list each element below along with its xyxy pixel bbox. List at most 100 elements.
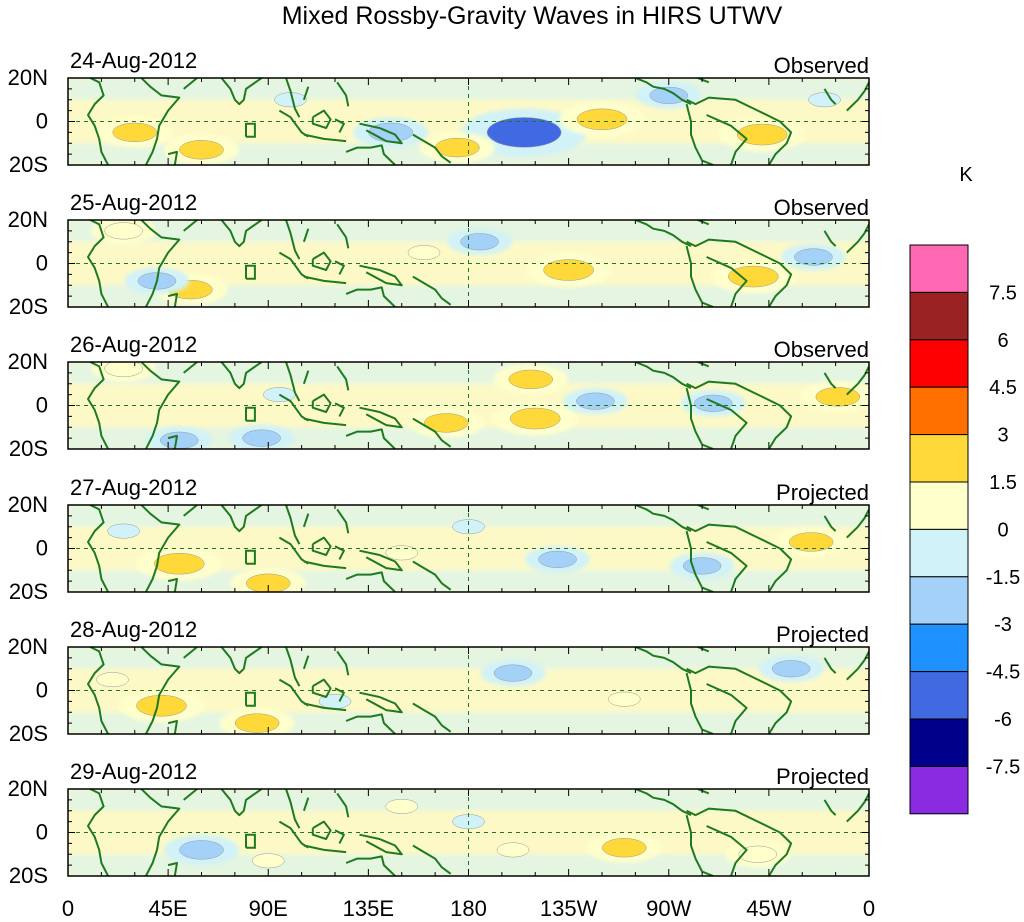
coastline <box>303 133 347 143</box>
coastline <box>412 133 452 164</box>
coastline <box>302 86 310 101</box>
anomaly-blob <box>460 233 499 251</box>
panel-status: Projected <box>776 622 869 647</box>
coastline <box>345 144 396 165</box>
anomaly-blob <box>694 394 733 412</box>
coastline <box>140 78 181 165</box>
anomaly-blob <box>794 248 833 266</box>
colorbar-level-label: -1.5 <box>986 567 1020 589</box>
colorbar-swatch <box>909 339 969 388</box>
coastline <box>412 702 452 733</box>
coastline <box>285 647 301 687</box>
coastline <box>167 862 178 876</box>
coastline <box>220 647 263 675</box>
y-tick-label: 0 <box>36 678 48 703</box>
anomaly-blob <box>107 523 140 539</box>
y-tick-label: 20N <box>8 492 48 517</box>
coastline <box>167 292 178 307</box>
coastline <box>303 844 347 854</box>
coastline <box>412 560 452 591</box>
anomaly-blob <box>649 86 688 104</box>
anomaly-blob <box>510 407 561 430</box>
coastline <box>359 833 403 856</box>
colorbar-level-label: 4.5 <box>989 377 1017 399</box>
panel-4: 20N 0 20S 27-Aug-2012 Projected <box>8 475 870 604</box>
anomaly-blob <box>179 840 224 860</box>
region-frame <box>245 691 256 707</box>
coastline <box>220 220 263 248</box>
coastline <box>823 515 837 532</box>
coastline <box>183 647 198 659</box>
coastline <box>635 647 692 675</box>
y-tick-label: 0 <box>36 393 48 418</box>
y-tick-label: 0 <box>36 536 48 561</box>
colorbar-swatch <box>909 623 969 673</box>
coastline <box>635 505 692 533</box>
coastline <box>285 78 301 118</box>
coastline <box>685 530 714 592</box>
panel-5: 20N 0 20S 28-Aug-2012 Projected <box>8 617 870 746</box>
y-tick-label: 20N <box>8 207 48 232</box>
coastline <box>846 792 869 823</box>
coastline <box>87 362 109 449</box>
coastline <box>87 78 109 165</box>
colorbar-swatches <box>909 244 969 815</box>
coastline <box>285 220 301 260</box>
anomaly-blob <box>788 532 834 552</box>
panel-ticks <box>67 361 870 450</box>
y-tick-label: 20N <box>8 776 48 801</box>
anomaly-blob <box>496 842 530 858</box>
x-tick-label: 135E <box>343 896 394 921</box>
coastline <box>686 380 793 449</box>
anomaly-blob <box>179 140 224 160</box>
coastline <box>345 713 396 734</box>
panel-status: Observed <box>774 53 869 78</box>
coastline <box>183 362 198 374</box>
panel-status: Projected <box>776 764 869 789</box>
anomaly-blob <box>252 853 285 869</box>
anomaly-blob <box>452 519 485 535</box>
colorbar-level-label: 0 <box>997 519 1008 541</box>
anomaly-blob <box>543 259 594 281</box>
coastline <box>140 362 181 449</box>
region-frame <box>245 549 256 565</box>
coastline <box>345 286 396 307</box>
map-panels: 20N 0 20S 24-Aug-2012 Observed 20N 0 20S 25-Aug-… <box>8 48 870 888</box>
colorbar-swatch <box>909 434 969 483</box>
coastline <box>334 829 345 844</box>
coastline <box>706 398 748 449</box>
coastline <box>412 417 452 448</box>
coastline <box>336 792 350 818</box>
coastline <box>635 220 692 248</box>
panel-ticks <box>67 504 870 593</box>
coastline <box>302 797 310 812</box>
coastline <box>220 78 263 106</box>
coastline <box>685 672 714 734</box>
coastline <box>823 372 837 389</box>
coastline <box>706 541 748 592</box>
coastline <box>140 647 181 734</box>
anomaly-blob <box>508 369 554 390</box>
coastline <box>336 650 350 676</box>
coastline <box>686 665 793 734</box>
colorbar-swatch <box>909 671 969 720</box>
coastline <box>302 370 310 385</box>
coastline <box>686 523 793 592</box>
panel-ticks <box>67 646 870 735</box>
coastline <box>706 256 748 307</box>
x-tick-label: 180 <box>450 896 487 921</box>
panel-6: 20N 0 20S 29-Aug-2012 Projected <box>8 759 870 888</box>
coastline <box>303 417 347 427</box>
region-frame <box>245 833 256 849</box>
y-tick-label: 20N <box>8 65 48 90</box>
colorbar-level-label: -3 <box>994 614 1012 636</box>
coastline <box>336 223 350 249</box>
coastline <box>823 230 837 247</box>
coastline <box>336 508 350 534</box>
coastline <box>336 365 350 391</box>
coastline <box>140 220 181 307</box>
y-tick-label: 20S <box>9 863 48 888</box>
anomaly-blob <box>736 123 788 146</box>
colorbar-swatch <box>909 528 969 578</box>
